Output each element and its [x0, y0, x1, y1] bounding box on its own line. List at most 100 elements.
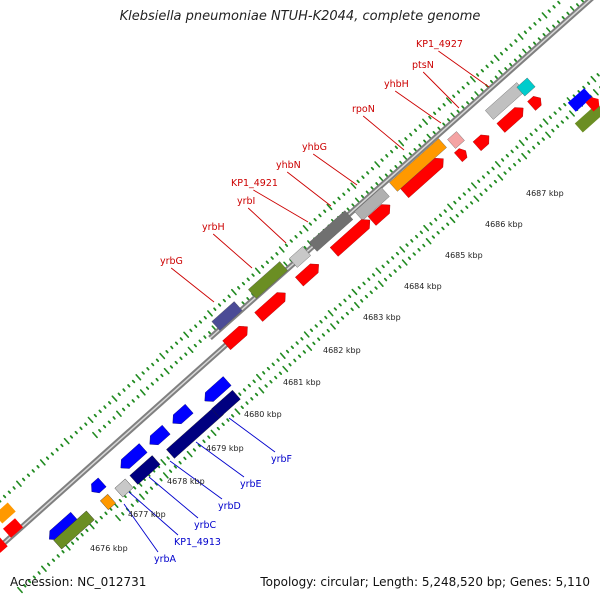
label-leader-line	[286, 171, 332, 207]
forward-gene-arrow	[496, 107, 524, 133]
tick-labels: 4676 kbp 4677 kbp 4678 kbp 4679 kbp 4680 kbp…	[90, 189, 564, 553]
minor-tick	[467, 187, 471, 192]
minor-tick	[479, 192, 483, 197]
minor-tick	[404, 137, 408, 141]
major-tick	[163, 367, 170, 375]
minor-tick	[504, 47, 508, 52]
minor-tick	[365, 190, 370, 195]
minor-tick	[410, 239, 414, 243]
minor-tick	[178, 460, 182, 465]
major-tick	[254, 267, 261, 275]
major-tick	[111, 395, 118, 402]
tick-label: 4684 kbp	[404, 282, 442, 291]
minor-tick	[461, 105, 465, 109]
minor-tick	[98, 428, 102, 433]
minor-tick	[326, 328, 330, 333]
minor-tick	[240, 405, 244, 410]
minor-tick	[456, 90, 461, 94]
minor-tick	[503, 171, 507, 175]
minor-tick	[552, 5, 556, 9]
major-tick	[351, 288, 358, 296]
minor-tick	[262, 371, 266, 375]
minor-tick	[321, 333, 326, 337]
major-tick	[234, 408, 241, 415]
minor-tick	[112, 416, 116, 420]
minor-tick	[94, 520, 99, 524]
minor-tick	[213, 307, 217, 311]
major-tick	[258, 387, 265, 394]
minor-tick	[141, 371, 145, 375]
minor-tick	[93, 413, 97, 418]
minor-tick	[127, 384, 131, 388]
major-tick	[15, 480, 22, 487]
minor-tick	[217, 303, 222, 307]
forward-gene-arrow	[585, 97, 600, 112]
minor-tick	[432, 111, 437, 115]
minor-tick	[485, 64, 489, 69]
gene-yrbH	[248, 261, 288, 299]
minor-tick	[517, 158, 521, 163]
minor-tick	[383, 277, 388, 282]
minor-tick	[469, 201, 474, 205]
minor-tick	[366, 171, 370, 175]
minor-tick	[222, 298, 227, 303]
label-leader-line	[170, 267, 215, 303]
major-tick	[541, 12, 548, 19]
minor-tick	[7, 490, 12, 494]
major-tick	[568, 110, 575, 117]
minor-tick	[504, 67, 508, 71]
minor-tick	[386, 260, 390, 264]
major-tick	[17, 586, 23, 594]
minor-tick	[278, 371, 283, 376]
major-tick	[449, 216, 456, 224]
forward-gene-arrow	[400, 157, 444, 199]
minor-tick	[418, 143, 422, 148]
minor-tick	[381, 264, 385, 269]
minor-tick	[534, 128, 538, 132]
minor-tick	[37, 571, 41, 575]
minor-tick	[295, 341, 299, 345]
tick-label: 4677 kbp	[128, 510, 166, 519]
minor-tick	[194, 324, 198, 328]
minor-tick	[179, 337, 184, 341]
major-tick	[497, 174, 504, 181]
minor-tick	[324, 315, 328, 320]
reverse-gene-arrow	[204, 376, 232, 402]
label-leader-line	[247, 207, 287, 244]
minor-tick	[216, 426, 221, 431]
minor-tick	[528, 26, 532, 30]
minor-tick	[299, 230, 303, 235]
minor-tick	[336, 320, 340, 324]
minor-tick	[494, 75, 499, 80]
minor-tick	[370, 186, 374, 190]
minor-tick	[69, 435, 74, 439]
minor-tick	[302, 350, 307, 354]
minor-tick	[452, 94, 456, 98]
minor-tick	[23, 584, 27, 588]
major-tick	[326, 203, 333, 211]
minor-tick	[26, 473, 31, 477]
minor-tick	[500, 158, 505, 162]
major-tick	[279, 352, 286, 360]
minor-tick	[50, 452, 54, 456]
major-tick	[350, 182, 357, 189]
minor-tick	[529, 132, 533, 137]
gene-label-reverse: yrbC	[194, 520, 217, 531]
tick-label: 4685 kbp	[445, 251, 483, 260]
major-tick	[207, 310, 213, 317]
minor-tick	[380, 158, 384, 162]
minor-tick	[123, 494, 127, 499]
label-leader-line	[228, 417, 276, 453]
forward-gene-arrow	[454, 148, 468, 163]
minor-tick	[576, 3, 580, 7]
minor-tick	[170, 345, 174, 350]
minor-tick	[264, 384, 268, 388]
minor-tick	[198, 339, 202, 344]
minor-tick	[297, 354, 302, 358]
label-leader-line	[312, 153, 358, 186]
minor-tick	[360, 194, 365, 199]
minor-tick	[150, 382, 155, 386]
forward-gene-arrow	[329, 219, 371, 257]
minor-tick	[117, 392, 121, 397]
minor-tick	[159, 477, 163, 482]
